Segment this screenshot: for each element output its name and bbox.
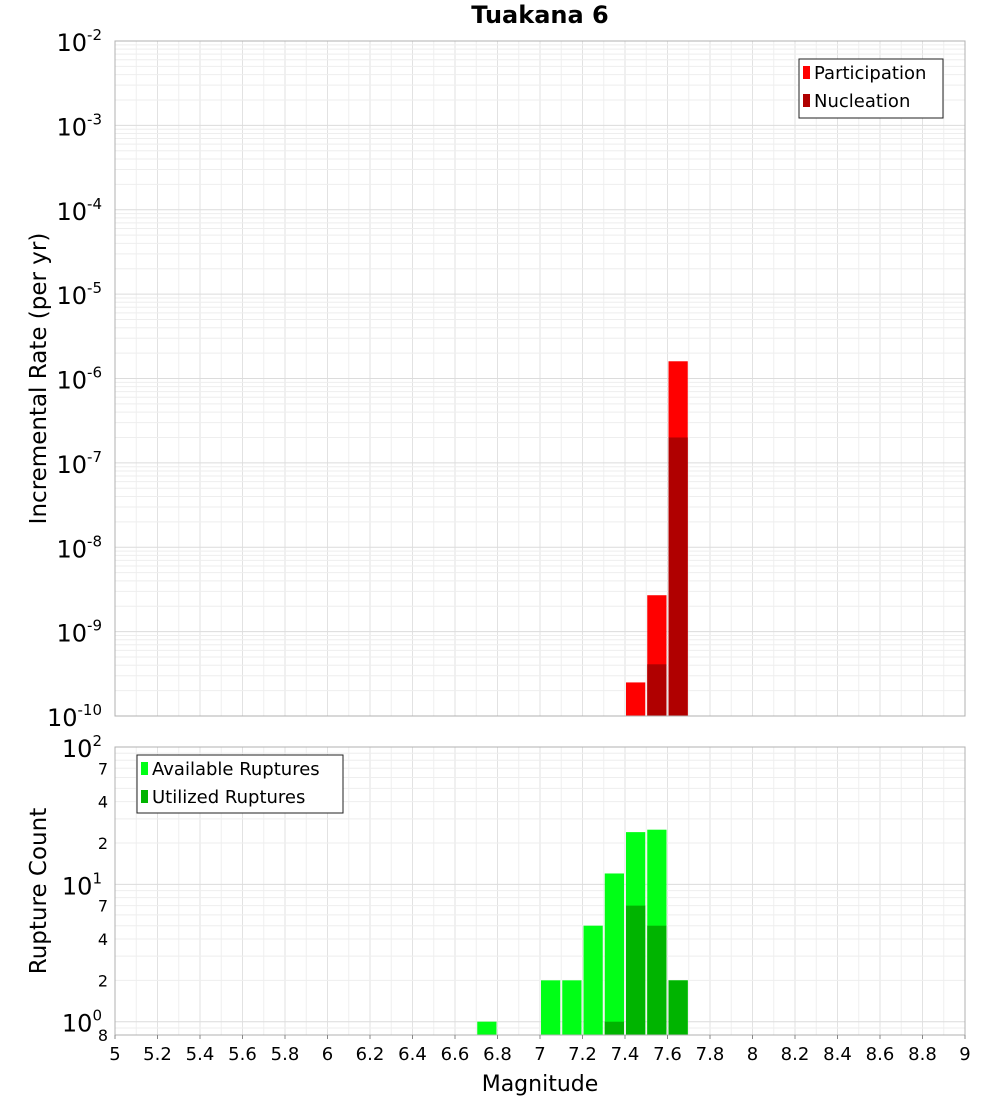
y-minor-tick-label: 2 xyxy=(98,834,108,853)
legend-entry: Available Ruptures xyxy=(152,759,320,780)
y-minor-tick-label: 7 xyxy=(98,759,108,778)
x-tick-label: 8.2 xyxy=(781,1044,810,1065)
x-tick-label: 5.4 xyxy=(186,1044,215,1065)
y-tick-label: 10-9 xyxy=(56,617,102,648)
x-tick-label: 7.6 xyxy=(653,1044,682,1065)
x-tick-label: 7.8 xyxy=(696,1044,725,1065)
y-tick-label: 10-5 xyxy=(56,279,102,310)
bar-nucleation xyxy=(668,437,688,716)
bar-utilized-ruptures xyxy=(626,905,646,1035)
y-tick-label: 10-8 xyxy=(56,532,102,563)
gridlines xyxy=(114,41,966,717)
legend-entry: Utilized Ruptures xyxy=(152,787,305,808)
y-axis-label: Rupture Count xyxy=(26,808,52,974)
x-axis: 5 5.2 5.4 5.6 5.8 6 6.2 6.4 6.6 6.8 7 7.2 7.4 7.6 7.8 8… xyxy=(109,1035,971,1065)
y-minor-tick-label: 4 xyxy=(98,930,108,949)
x-tick-label: 7.4 xyxy=(611,1044,640,1065)
y-minor-tick-label: 2 xyxy=(98,971,108,990)
bar-available-ruptures xyxy=(541,980,561,1035)
x-tick-label: 6.8 xyxy=(483,1044,512,1065)
y-tick-label: 10-3 xyxy=(56,110,102,141)
y-minor-tick-label: 8 xyxy=(98,1026,108,1045)
x-tick-label: 5 xyxy=(109,1044,120,1065)
y-axis-label: Incremental Rate (per yr) xyxy=(26,233,52,525)
y-minor-tick-label: 7 xyxy=(98,897,108,916)
bar-available-ruptures xyxy=(583,925,603,1035)
bar-nucleation xyxy=(647,664,667,716)
bar-utilized-ruptures xyxy=(647,925,667,1035)
legend-swatch xyxy=(141,790,148,803)
bars xyxy=(477,829,688,1035)
legend-swatch xyxy=(141,762,148,775)
legend-swatch xyxy=(803,94,810,107)
y-tick-label: 10-10 xyxy=(47,701,102,732)
y-tick-label: 100 xyxy=(62,1007,102,1038)
y-tick-label: 10-7 xyxy=(56,448,102,479)
y-tick-label: 10-2 xyxy=(56,26,102,57)
x-tick-label: 6.6 xyxy=(441,1044,470,1065)
legend-bottom: Available Ruptures Utilized Ruptures xyxy=(136,754,344,814)
legend-box xyxy=(798,58,944,119)
legend-box xyxy=(136,754,344,814)
x-tick-label: 6.2 xyxy=(356,1044,385,1065)
x-tick-label: 5.6 xyxy=(228,1044,257,1065)
y-tick-label: 10-4 xyxy=(56,195,102,226)
x-tick-label: 8.4 xyxy=(823,1044,852,1065)
bar-utilized-ruptures xyxy=(668,980,688,1035)
bar-available-ruptures xyxy=(477,1021,497,1035)
legend-entry: Participation xyxy=(814,63,926,84)
x-tick-label: 6.4 xyxy=(398,1044,427,1065)
y-tick-label: 10-6 xyxy=(56,364,102,395)
legend-entry: Nucleation xyxy=(814,91,910,112)
chart-title: Tuakana 6 xyxy=(471,1,609,29)
legend-top: Participation Nucleation xyxy=(798,58,944,119)
x-axis-label: Magnitude xyxy=(482,1072,599,1097)
legend-swatch xyxy=(803,66,810,79)
bars xyxy=(626,361,688,716)
bar-available-ruptures xyxy=(562,980,582,1035)
x-tick-label: 9 xyxy=(959,1044,970,1065)
panel-1: 10-10 10-9 10-8 10-7 10-6 10-5 10-4 10-3 10-2 Inc… xyxy=(26,26,966,732)
plot-frame xyxy=(114,40,966,717)
x-tick-label: 7 xyxy=(534,1044,545,1065)
y-tick-label: 101 xyxy=(62,869,102,900)
bar-available-ruptures xyxy=(604,873,624,1035)
y-minor-tick-label: 4 xyxy=(98,793,108,812)
bar-utilized-ruptures xyxy=(604,1021,624,1035)
x-tick-label: 6 xyxy=(322,1044,333,1065)
y-tick-label: 102 xyxy=(62,732,102,763)
x-tick-label: 5.2 xyxy=(143,1044,172,1065)
x-tick-label: 7.2 xyxy=(568,1044,597,1065)
x-tick-label: 5.8 xyxy=(271,1044,300,1065)
x-tick-label: 8.6 xyxy=(866,1044,895,1065)
x-tick-label: 8.8 xyxy=(908,1044,937,1065)
bar-participation xyxy=(626,682,646,716)
x-tick-label: 8 xyxy=(747,1044,758,1065)
